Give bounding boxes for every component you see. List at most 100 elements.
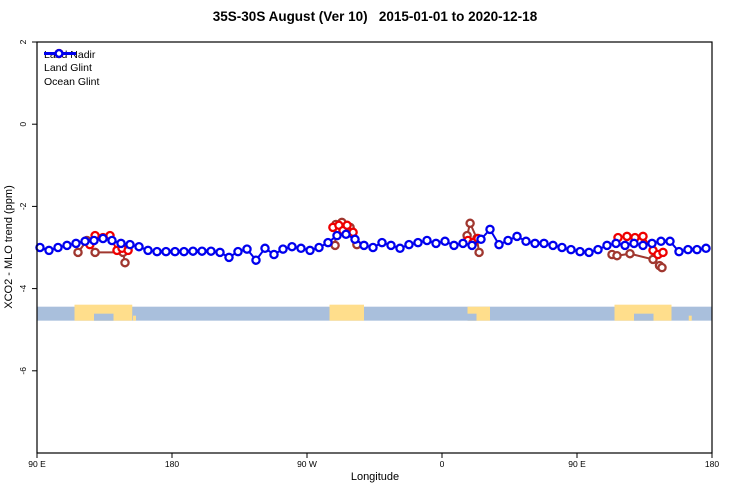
series-ocean-glint-point <box>665 236 675 247</box>
series-land-glint-point <box>342 220 352 231</box>
series-ocean-glint-point <box>251 255 261 265</box>
series-ocean-glint-point <box>233 246 243 257</box>
series-ocean-glint-point <box>80 236 90 247</box>
series-land-nadir-point <box>465 218 475 229</box>
legend-label: Land Glint <box>44 62 92 75</box>
series-ocean-glint-point <box>485 224 495 235</box>
series-ocean-glint-point <box>116 238 126 249</box>
series-ocean-glint-point <box>269 249 279 260</box>
series-ocean-glint-point <box>557 242 567 253</box>
series-ocean-glint-point <box>260 243 270 254</box>
series-ocean-glint-point <box>377 237 387 248</box>
y-tick-label: -2 <box>18 202 28 210</box>
series-ocean-glint-point <box>413 237 423 248</box>
series-ocean-glint-point <box>179 246 189 257</box>
series-land-nadir-point <box>474 247 484 258</box>
strip-land-south-america <box>329 304 364 321</box>
series-ocean-glint-point <box>611 238 621 249</box>
x-tick-label: 90 E <box>28 459 46 469</box>
strip-land-australia <box>614 304 672 321</box>
series-ocean-glint-point <box>197 246 207 256</box>
series-ocean-glint-point <box>278 244 288 254</box>
series-land-nadir-point <box>90 247 100 258</box>
series-ocean-glint-point <box>467 240 477 251</box>
y-tick-label: -6 <box>18 367 28 375</box>
legend-item-ocean-glint: Ocean Glint <box>44 48 99 89</box>
series-land-glint-point <box>638 231 648 242</box>
series-ocean-glint-point <box>314 242 324 253</box>
series-ocean-glint-point <box>521 236 531 247</box>
strip-land-tasmania-speck <box>133 315 136 321</box>
ocean-glint-line-marker-icon <box>44 48 76 59</box>
y-tick-label: -4 <box>18 285 28 293</box>
series-ocean-glint-point <box>692 244 702 255</box>
legend-item-land-glint: Land Glint <box>44 48 99 76</box>
x-axis-title: Longitude <box>350 471 400 483</box>
series-ocean-glint-point <box>620 240 630 251</box>
series-ocean-glint-point <box>440 236 450 247</box>
y-tick-label: 2 <box>18 39 28 44</box>
series-ocean-glint-point <box>125 239 135 250</box>
series-ocean-glint-point <box>629 238 639 249</box>
series-ocean-glint-point <box>575 246 585 257</box>
series-land-nadir-point <box>612 250 622 261</box>
series-ocean-glint-point <box>566 244 576 255</box>
legend: Land Nadir Land Glint Ocean Glint <box>44 48 99 89</box>
x-tick-label: 180 <box>165 459 179 469</box>
x-tick-label: 180 <box>705 459 719 469</box>
series-ocean-glint-point <box>98 233 108 244</box>
series-ocean-glint-point <box>386 240 396 251</box>
strip-land-australia <box>74 304 133 321</box>
series-ocean-glint-point <box>224 252 234 263</box>
series-land-nadir-point <box>657 262 667 273</box>
series-ocean-glint-point <box>161 246 171 257</box>
series-ocean-glint-point <box>341 229 351 240</box>
series-ocean-glint-point <box>143 245 153 256</box>
series-ocean-glint-point <box>134 241 144 252</box>
series-ocean-glint-point <box>701 243 711 254</box>
series-ocean-glint-point <box>503 235 513 246</box>
series-ocean-glint-point <box>458 238 468 249</box>
series-ocean-glint-point <box>89 235 99 246</box>
series-ocean-glint-point <box>593 244 603 255</box>
series-ocean-glint-point <box>368 242 378 253</box>
series-ocean-glint-point <box>206 246 216 256</box>
series-ocean-glint-point <box>152 246 162 257</box>
series-ocean-glint-point <box>71 238 81 249</box>
series-land-nadir-point <box>625 248 635 259</box>
series-ocean-glint-point <box>431 238 441 249</box>
series-ocean-glint-point <box>242 244 252 254</box>
series-ocean-glint-point <box>548 240 558 251</box>
series-ocean-glint-point <box>170 246 180 257</box>
series-ocean-glint-point <box>683 244 693 255</box>
series-ocean-glint-point <box>359 240 369 251</box>
series-ocean-glint-point <box>512 231 522 242</box>
series-ocean-glint-point <box>476 234 486 245</box>
series-land-glint-point <box>658 247 668 258</box>
series-ocean-glint-point <box>674 246 684 257</box>
series-ocean-glint-point <box>188 246 198 256</box>
series-ocean-glint-point <box>107 235 117 246</box>
strip-notch-south-africa-coast <box>467 313 477 321</box>
series-land-nadir-line <box>466 220 481 253</box>
x-tick-label: 90 W <box>297 459 317 469</box>
series-ocean-glint-point <box>53 242 63 253</box>
series-ocean-glint-point <box>422 235 432 246</box>
series-ocean-glint-point <box>638 240 648 251</box>
series-ocean-glint-point <box>404 239 414 250</box>
series-land-nadir-point <box>120 257 130 268</box>
series-ocean-glint-point <box>215 247 225 258</box>
series-ocean-glint-point <box>287 241 297 252</box>
series-ocean-glint-point <box>332 230 342 241</box>
series-ocean-glint-point <box>296 243 306 254</box>
series-ocean-glint-point <box>395 243 405 254</box>
series-land-glint-point <box>622 231 632 242</box>
strip-ocean <box>37 306 712 321</box>
series-ocean-glint-point <box>656 236 666 247</box>
series-land-nadir-point <box>73 247 83 258</box>
series-ocean-glint-point <box>530 238 540 249</box>
series-ocean-glint-point <box>62 240 72 251</box>
strip-land-new-zealand-speck <box>688 315 692 321</box>
